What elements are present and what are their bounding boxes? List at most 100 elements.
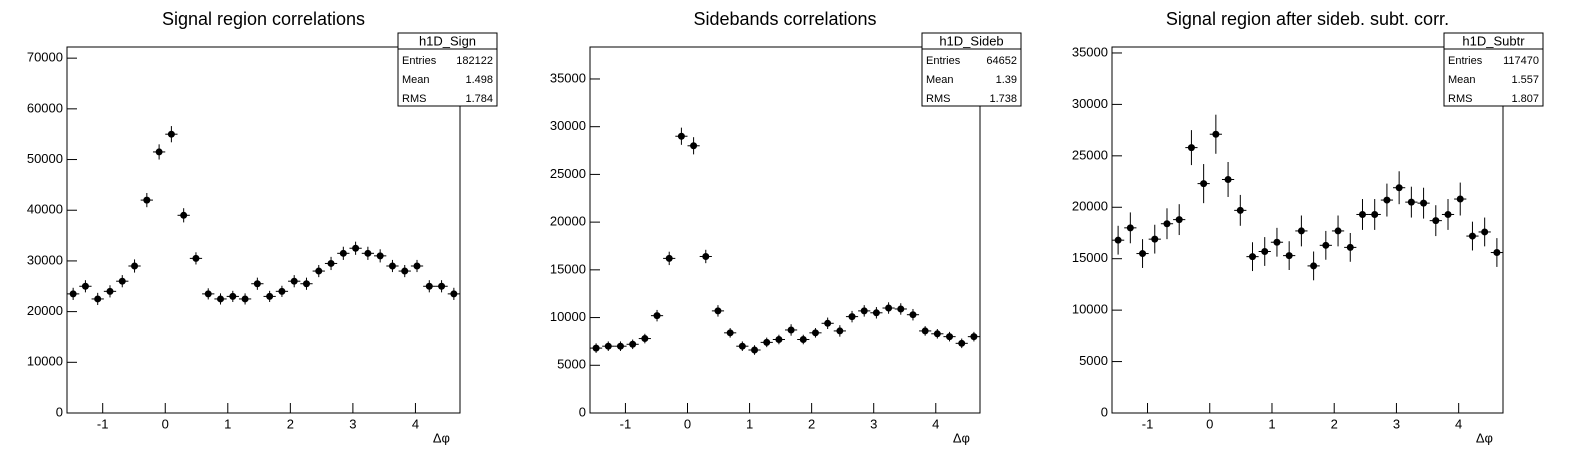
data-point	[738, 342, 746, 350]
stats-label: Entries	[926, 55, 961, 67]
data-point	[1481, 228, 1489, 236]
data-point	[388, 262, 396, 270]
data-point	[751, 346, 759, 354]
data-point	[401, 267, 409, 275]
y-tick-label: 60000	[27, 100, 63, 115]
data-point	[958, 339, 966, 347]
data-point	[616, 342, 624, 350]
stats-value: 1.807	[1511, 93, 1539, 105]
y-tick-label: 35000	[1072, 44, 1108, 59]
stats-label: RMS	[402, 93, 426, 105]
stats-title: h1D_Subtr	[1462, 33, 1525, 48]
data-point	[1383, 196, 1391, 204]
y-tick-label: 15000	[550, 261, 586, 276]
data-point	[1420, 199, 1428, 207]
stats-box	[921, 32, 1022, 107]
data-point	[1310, 262, 1318, 270]
data-point	[1407, 198, 1415, 206]
data-point	[1126, 224, 1134, 232]
data-point	[1322, 241, 1330, 249]
data-point	[1139, 250, 1147, 258]
stats-label: Mean	[1448, 74, 1476, 86]
y-tick-label: 10000	[27, 354, 63, 369]
plot-frame	[589, 46, 981, 414]
x-tick-label: 4	[932, 416, 939, 431]
chart-title: Signal region correlations	[162, 9, 365, 29]
data-point	[1468, 232, 1476, 240]
data-point	[1371, 210, 1379, 218]
y-tick-label: 35000	[550, 70, 586, 85]
stats-value: 182122	[456, 55, 493, 67]
y-tick-label: 10000	[1072, 302, 1108, 317]
data-point	[1346, 243, 1354, 251]
data-point	[376, 252, 384, 260]
data-point	[836, 327, 844, 335]
x-tick-label: -1	[620, 416, 632, 431]
x-axis-label: Δφ	[433, 430, 450, 445]
data-point	[155, 148, 163, 156]
data-point	[302, 280, 310, 288]
chart-title: Signal region after sideb. subt. corr.	[1166, 9, 1449, 29]
stats-value: 1.738	[989, 93, 1017, 105]
panel: Signal region after sideb. subt. corr. 0 5…	[1072, 9, 1544, 445]
y-tick-label: 25000	[550, 166, 586, 181]
x-tick-label: 3	[349, 416, 356, 431]
data-point	[413, 262, 421, 270]
data-point	[1285, 252, 1293, 260]
panel: Sidebands correlations 0 5000 10000 15000 200…	[550, 9, 1022, 445]
data-point	[921, 327, 929, 335]
data-point	[909, 311, 917, 319]
data-point	[1114, 236, 1122, 244]
stats-value: 1.498	[465, 74, 493, 86]
data-point	[1151, 235, 1159, 243]
stats-value: 1.557	[1511, 74, 1539, 86]
stats-value: 1.784	[465, 93, 493, 105]
data-point	[327, 259, 335, 267]
data-point	[278, 287, 286, 295]
data-point	[143, 196, 151, 204]
data-point	[1432, 217, 1440, 225]
data-point	[450, 290, 458, 298]
data-point	[290, 277, 298, 285]
data-point	[1236, 206, 1244, 214]
data-point	[714, 307, 722, 315]
x-tick-label: 3	[870, 416, 877, 431]
data-point	[229, 292, 237, 300]
y-tick-label: 30000	[27, 252, 63, 267]
x-tick-label: 4	[1455, 416, 1462, 431]
y-tick-label: 0	[56, 404, 63, 419]
data-point	[204, 290, 212, 298]
data-point	[1493, 249, 1501, 257]
data-point	[1224, 175, 1232, 183]
data-point	[217, 295, 225, 303]
y-tick-label: 40000	[27, 202, 63, 217]
data-point	[315, 267, 323, 275]
y-tick-label: 15000	[1072, 250, 1108, 265]
data-point	[897, 305, 905, 313]
stats-value: 64652	[986, 55, 1017, 67]
data-point	[106, 287, 114, 295]
y-tick-label: 0	[579, 404, 586, 419]
data-point	[629, 340, 637, 348]
stats-label: Mean	[926, 74, 954, 86]
y-tick-label: 50000	[27, 151, 63, 166]
data-point	[1456, 195, 1464, 203]
data-point	[653, 312, 661, 320]
x-tick-label: 2	[808, 416, 815, 431]
plot-frame	[66, 46, 461, 414]
stats-label: RMS	[926, 93, 950, 105]
x-tick-label: -1	[1142, 416, 1154, 431]
x-tick-label: 0	[684, 416, 691, 431]
stats-label: Entries	[1448, 55, 1483, 67]
data-point	[592, 344, 600, 352]
data-point	[1261, 247, 1269, 255]
y-tick-label: 20000	[550, 214, 586, 229]
data-point	[266, 292, 274, 300]
data-point	[94, 295, 102, 303]
data-point	[665, 254, 673, 262]
y-tick-label: 20000	[1072, 199, 1108, 214]
x-tick-label: 3	[1393, 416, 1400, 431]
data-point	[1334, 227, 1342, 235]
data-point	[69, 290, 77, 298]
stats-title: h1D_Sideb	[939, 33, 1003, 48]
